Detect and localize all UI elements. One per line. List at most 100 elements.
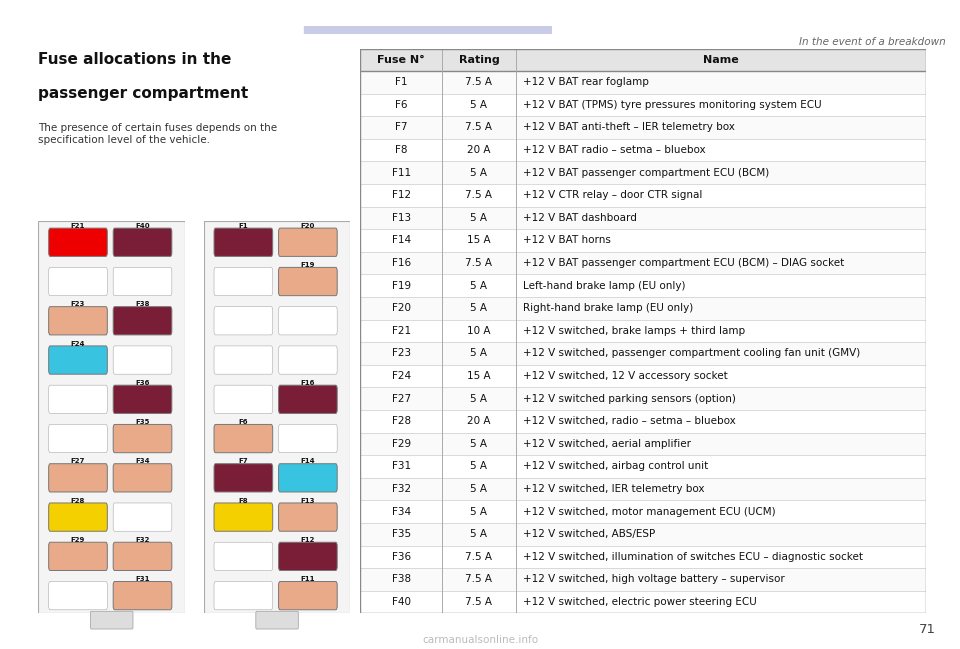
Text: F8: F8 — [238, 498, 249, 504]
Text: 7.5 A: 7.5 A — [466, 552, 492, 562]
Text: +12 V BAT passenger compartment ECU (BCM): +12 V BAT passenger compartment ECU (BCM… — [522, 167, 769, 178]
Bar — [360, 71, 926, 93]
FancyBboxPatch shape — [113, 228, 172, 256]
Text: F13: F13 — [300, 498, 315, 504]
Text: 20 A: 20 A — [468, 145, 491, 155]
Bar — [360, 229, 926, 252]
Text: passenger compartment: passenger compartment — [38, 86, 249, 101]
Bar — [360, 455, 926, 478]
Text: carmanualsonline.info: carmanualsonline.info — [422, 635, 538, 645]
Text: 20 A: 20 A — [468, 416, 491, 426]
Text: 5 A: 5 A — [470, 529, 488, 539]
FancyBboxPatch shape — [214, 424, 273, 453]
FancyBboxPatch shape — [278, 542, 337, 570]
Text: F1: F1 — [395, 77, 407, 87]
Text: 5 A: 5 A — [470, 461, 488, 471]
Text: +12 V switched, motor management ECU (UCM): +12 V switched, motor management ECU (UC… — [522, 507, 775, 517]
Text: 15 A: 15 A — [468, 371, 491, 381]
Bar — [360, 342, 926, 365]
Text: F12: F12 — [392, 190, 411, 200]
Text: F6: F6 — [395, 100, 407, 110]
Text: +12 V switched, passenger compartment cooling fan unit (GMV): +12 V switched, passenger compartment co… — [522, 349, 860, 358]
Text: F36: F36 — [392, 552, 411, 562]
Text: F14: F14 — [300, 458, 315, 465]
FancyBboxPatch shape — [49, 503, 108, 532]
Text: F1: F1 — [238, 223, 249, 229]
Text: F23: F23 — [392, 349, 411, 358]
Text: +12 V switched, brake lamps + third lamp: +12 V switched, brake lamps + third lamp — [522, 326, 745, 336]
Text: +12 V CTR relay – door CTR signal: +12 V CTR relay – door CTR signal — [522, 190, 702, 200]
Text: F7: F7 — [395, 123, 407, 132]
Bar — [360, 523, 926, 546]
Text: 7.5 A: 7.5 A — [466, 123, 492, 132]
Text: F13: F13 — [392, 213, 411, 223]
Bar — [360, 319, 926, 342]
Text: F8: F8 — [395, 145, 407, 155]
Text: Left-hand brake lamp (EU only): Left-hand brake lamp (EU only) — [522, 280, 685, 291]
Text: F6: F6 — [239, 419, 248, 425]
Text: +12 V switched, illumination of switches ECU – diagnostic socket: +12 V switched, illumination of switches… — [522, 552, 862, 562]
Text: F27: F27 — [71, 458, 85, 465]
FancyBboxPatch shape — [49, 542, 108, 570]
Text: F24: F24 — [71, 341, 85, 347]
Text: 5 A: 5 A — [470, 439, 488, 449]
Bar — [360, 49, 926, 71]
FancyBboxPatch shape — [49, 385, 108, 413]
Text: 7.5 A: 7.5 A — [466, 258, 492, 268]
Text: +12 V BAT horns: +12 V BAT horns — [522, 236, 611, 245]
Text: F34: F34 — [135, 458, 150, 465]
Text: 5 A: 5 A — [470, 280, 488, 291]
Bar — [303, 26, 552, 34]
FancyBboxPatch shape — [214, 346, 273, 374]
FancyBboxPatch shape — [278, 385, 337, 413]
Text: F7: F7 — [238, 458, 249, 465]
Text: F11: F11 — [392, 167, 411, 178]
Text: F23: F23 — [71, 301, 85, 308]
Text: 5 A: 5 A — [470, 213, 488, 223]
FancyBboxPatch shape — [278, 503, 337, 532]
Text: 5 A: 5 A — [470, 100, 488, 110]
Text: +12 V switched, high voltage battery – supervisor: +12 V switched, high voltage battery – s… — [522, 574, 784, 584]
Text: 7.5 A: 7.5 A — [466, 597, 492, 607]
Bar — [360, 546, 926, 568]
FancyBboxPatch shape — [214, 267, 273, 296]
Text: F27: F27 — [392, 393, 411, 404]
FancyBboxPatch shape — [90, 611, 133, 629]
FancyBboxPatch shape — [113, 582, 172, 610]
Text: F29: F29 — [392, 439, 411, 449]
FancyBboxPatch shape — [49, 306, 108, 335]
Bar — [360, 275, 926, 297]
Text: F32: F32 — [135, 537, 150, 543]
FancyBboxPatch shape — [214, 228, 273, 256]
FancyBboxPatch shape — [214, 582, 273, 610]
FancyBboxPatch shape — [278, 346, 337, 374]
Text: +12 V BAT (TPMS) tyre pressures monitoring system ECU: +12 V BAT (TPMS) tyre pressures monitori… — [522, 100, 821, 110]
Text: F14: F14 — [392, 236, 411, 245]
Bar — [360, 478, 926, 500]
Text: F24: F24 — [392, 371, 411, 381]
Bar — [360, 410, 926, 432]
Text: The presence of certain fuses depends on the
specification level of the vehicle.: The presence of certain fuses depends on… — [38, 123, 277, 145]
Bar — [360, 206, 926, 229]
Text: F31: F31 — [392, 461, 411, 471]
FancyBboxPatch shape — [113, 503, 172, 532]
Text: 8: 8 — [925, 343, 951, 377]
Text: 71: 71 — [919, 623, 936, 636]
Text: Fuse allocations in the: Fuse allocations in the — [38, 52, 231, 67]
Bar — [360, 162, 926, 184]
FancyBboxPatch shape — [214, 385, 273, 413]
Text: 5 A: 5 A — [470, 167, 488, 178]
FancyBboxPatch shape — [49, 463, 108, 492]
Text: +12 V switched, aerial amplifier: +12 V switched, aerial amplifier — [522, 439, 690, 449]
Bar — [360, 184, 926, 206]
FancyBboxPatch shape — [49, 582, 108, 610]
Text: +12 V switched, electric power steering ECU: +12 V switched, electric power steering … — [522, 597, 756, 607]
Text: F29: F29 — [71, 537, 85, 543]
Text: +12 V BAT rear foglamp: +12 V BAT rear foglamp — [522, 77, 648, 87]
Text: Rating: Rating — [459, 55, 499, 65]
Bar — [360, 387, 926, 410]
FancyBboxPatch shape — [49, 267, 108, 296]
Text: 7.5 A: 7.5 A — [466, 190, 492, 200]
Text: F16: F16 — [392, 258, 411, 268]
FancyBboxPatch shape — [214, 463, 273, 492]
